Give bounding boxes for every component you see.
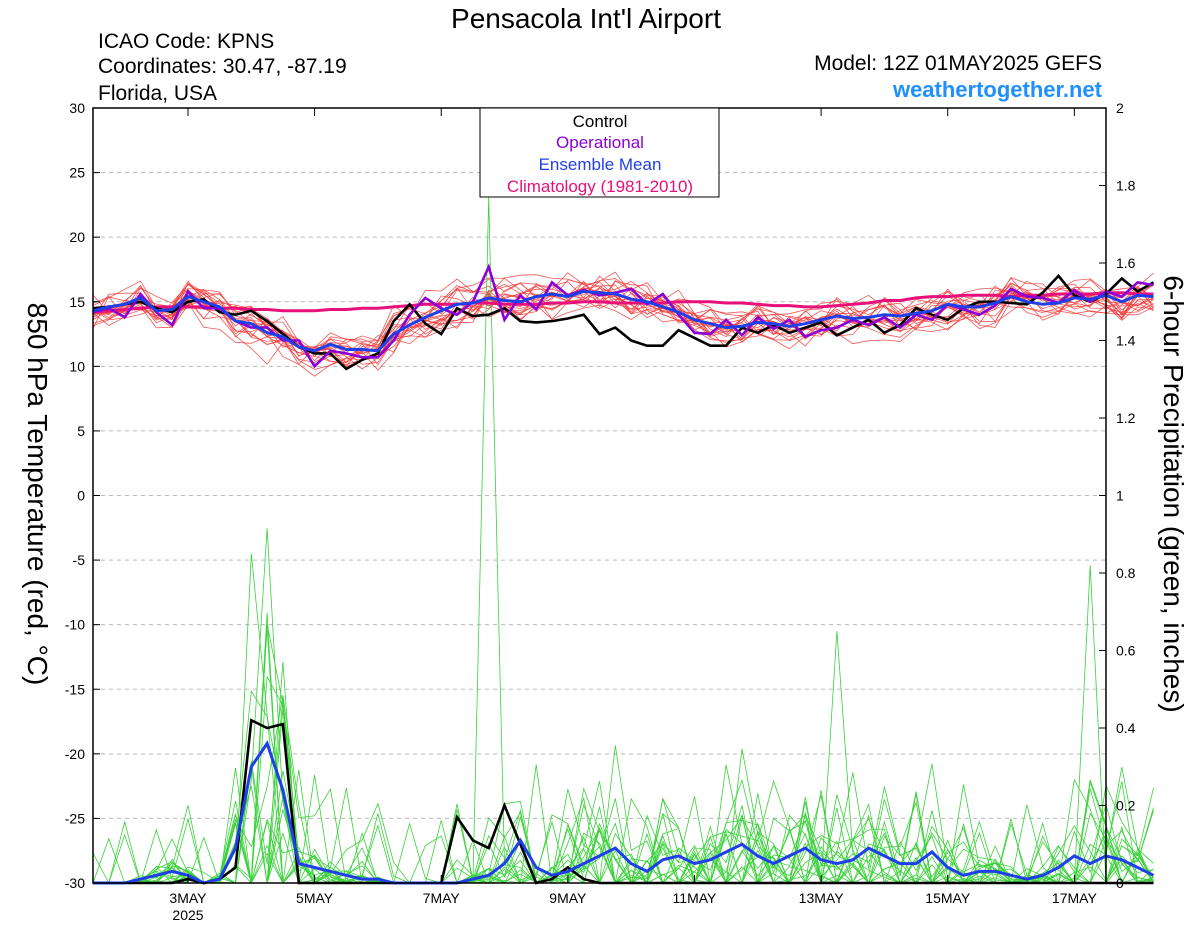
left-tick-label: -25 — [65, 810, 85, 826]
legend: Control Operational Ensemble Mean Climat… — [479, 107, 720, 198]
model-run: Model: 12Z 01MAY2025 GEFS — [814, 52, 1102, 75]
left-tick-label: -30 — [65, 875, 85, 891]
left-axis-label: 850 hPa Temperature (red, °C) — [22, 303, 53, 686]
location: Florida, USA — [98, 82, 217, 105]
precipitation-member-line — [93, 769, 1154, 885]
left-tick-label: -5 — [73, 552, 86, 568]
left-tick-label: 0 — [77, 488, 85, 504]
x-tick-label: 7MAY — [423, 890, 461, 906]
legend-control: Control — [573, 112, 628, 131]
x-tick-label: 13MAY — [799, 890, 845, 906]
left-tick-label: 10 — [69, 358, 85, 374]
legend-box — [479, 107, 720, 198]
left-tick-label: -20 — [65, 746, 85, 762]
right-axis-label: 6-hour Precipitation (green, inches) — [1158, 275, 1189, 712]
right-tick-label: 1.8 — [1116, 178, 1136, 194]
temperature-member-line — [92, 274, 1154, 354]
precipitation-member-line — [92, 745, 1154, 884]
left-tick-label: 30 — [69, 100, 85, 116]
right-tick-label: 1 — [1116, 488, 1124, 504]
x-tick-label: 17MAY — [1052, 890, 1098, 906]
brand-link[interactable]: weathertogether.net — [892, 77, 1103, 102]
control-precipitation-line — [93, 718, 1154, 885]
precipitation-member-line — [93, 783, 1154, 885]
x-tick-label: 11MAY — [673, 890, 717, 906]
coordinates: Coordinates: 30.47, -87.19 — [98, 55, 347, 78]
legend-climatology: Climatology (1981-2010) — [507, 177, 693, 196]
right-tick-label: 2 — [1116, 100, 1124, 116]
left-axis-ticks: 30 25 20 15 10 5 0 -5 -10 -15 -20 -25 -30 — [65, 100, 100, 891]
chart-title: Pensacola Int'l Airport — [451, 3, 721, 34]
right-tick-label: 0.4 — [1116, 720, 1136, 736]
precipitation-member-line — [93, 698, 1154, 884]
x-axis-ticks: 3MAY 5MAY 7MAY 9MAY 11MAY 13MAY 15MAY 17MAY — [169, 108, 1097, 906]
right-axis-ticks: 2 1.8 1.6 1.4 1.2 1 0.8 0.6 0.4 0.2 0 — [1099, 100, 1136, 891]
right-tick-label: 0.8 — [1116, 565, 1136, 581]
left-tick-label: 15 — [69, 294, 85, 310]
x-tick-label: 5MAY — [296, 890, 334, 906]
operational-temperature-line — [92, 263, 1154, 369]
right-tick-label: 1.4 — [1116, 333, 1136, 349]
left-tick-label: 20 — [69, 229, 85, 245]
precipitation-member-line — [93, 631, 1154, 884]
x-tick-label: 9MAY — [549, 890, 587, 906]
right-tick-label: 1.6 — [1116, 255, 1136, 271]
grid-lines — [93, 172, 1106, 819]
icao-code: ICAO Code: KPNS — [98, 30, 274, 53]
ensemble-mean-temperature-line — [92, 289, 1154, 353]
temperature-member-line — [92, 277, 1154, 354]
legend-operational: Operational — [556, 133, 644, 152]
x-tick-label: 3MAY — [169, 890, 207, 906]
right-tick-label: 0.2 — [1116, 798, 1136, 814]
left-tick-label: 25 — [69, 165, 85, 181]
year-label: 2025 — [172, 907, 203, 923]
climatology-line — [92, 291, 1154, 314]
right-tick-label: 1.2 — [1116, 410, 1136, 426]
temperature-member-line — [92, 283, 1154, 370]
left-tick-label: -10 — [65, 617, 85, 633]
control-temperature-line — [92, 273, 1155, 371]
x-tick-label: 15MAY — [925, 890, 971, 906]
precipitation-member-line — [93, 553, 1154, 884]
right-tick-label: 0 — [1116, 875, 1124, 891]
ensemble-mean-precipitation-line — [93, 740, 1155, 885]
legend-ensemble-mean: Ensemble Mean — [539, 155, 662, 174]
precipitation-member-line — [93, 690, 1154, 885]
temperature-member-line — [92, 284, 1154, 357]
left-tick-label: 5 — [77, 423, 85, 439]
temperature-member-line — [92, 282, 1154, 367]
left-tick-label: -15 — [65, 681, 85, 697]
right-tick-label: 0.6 — [1116, 643, 1136, 659]
